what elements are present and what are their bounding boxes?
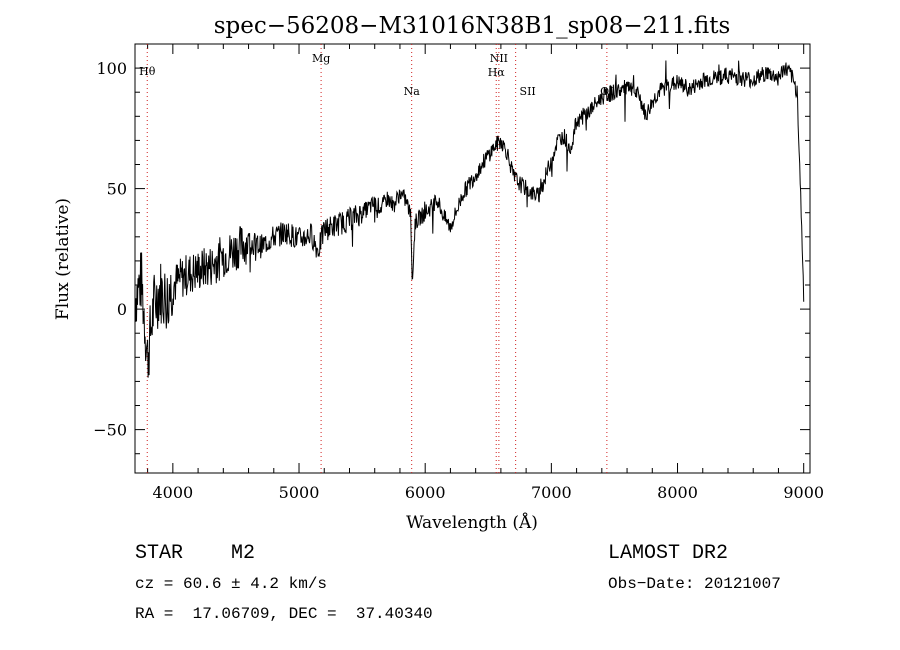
survey-text: LAMOST DR2 bbox=[608, 542, 729, 565]
plot-area: 4000 5000 6000 7000 8000 9000 −50 0 50 100 Hθ Mg Na N… bbox=[93, 43, 824, 502]
coordinates-text: RA = 17.06709, DEC = 37.40340 bbox=[135, 605, 433, 623]
y-tick-label: 50 bbox=[107, 180, 127, 199]
x-tick-label: 8000 bbox=[657, 483, 698, 502]
y-tick-label: 0 bbox=[117, 300, 127, 319]
spectral-line-label: Na bbox=[404, 85, 421, 98]
velocity-text: cz = 60.6 ± 4.2 km/s bbox=[135, 575, 328, 593]
spectral-line-label: NΙΙ bbox=[490, 52, 508, 65]
y-axis-label: Flux (relative) bbox=[53, 198, 73, 320]
x-axis-label: Wavelength (Å) bbox=[406, 512, 538, 533]
y-tick-label: 100 bbox=[96, 59, 127, 78]
spectral-line-label: Hα bbox=[488, 66, 506, 79]
x-tick-label: 4000 bbox=[152, 483, 193, 502]
spectrum-line bbox=[134, 60, 805, 378]
spectral-line-label: Mg bbox=[312, 52, 330, 65]
plot-frame bbox=[134, 43, 811, 474]
chart-title: spec−56208−M31016N38B1_sp08−211.fits bbox=[214, 13, 731, 39]
x-tick-label: 9000 bbox=[783, 483, 824, 502]
x-tick-label: 5000 bbox=[279, 483, 320, 502]
x-tick-label: 7000 bbox=[531, 483, 572, 502]
x-tick-label: 6000 bbox=[405, 483, 446, 502]
classification-text: STAR M2 bbox=[135, 542, 256, 565]
spectral-line-label: SΙΙ bbox=[520, 85, 536, 98]
obs-date-text: Obs−Date: 20121007 bbox=[608, 575, 781, 593]
spectral-line-label: Hθ bbox=[139, 65, 156, 78]
y-tick-label: −50 bbox=[93, 421, 127, 440]
